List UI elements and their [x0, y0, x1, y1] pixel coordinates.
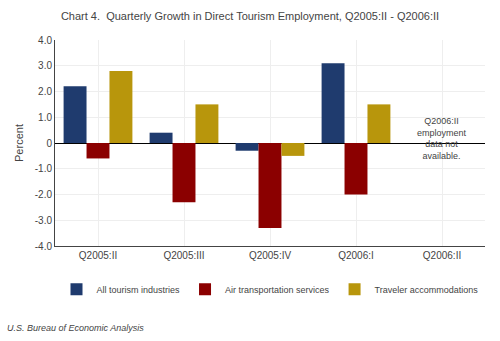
svg-text:-3.0: -3.0 [35, 215, 53, 226]
svg-text:All tourism industries: All tourism industries [97, 285, 181, 295]
svg-text:Traveler accommodations: Traveler accommodations [375, 285, 479, 295]
svg-text:Q2005:IV: Q2005:IV [249, 250, 292, 261]
svg-text:Chart 4. Quarterly Growth in: Chart 4. Quarterly Growth in Direct Tour… [61, 10, 439, 22]
svg-text:-1.0: -1.0 [35, 163, 53, 174]
svg-text:Air transportation services: Air transportation services [225, 285, 330, 295]
svg-text:1.0: 1.0 [38, 112, 52, 123]
svg-text:U.S. Bureau of Economic Analys: U.S. Bureau of Economic Analysis [7, 323, 144, 333]
svg-text:Q2005:III: Q2005:III [163, 250, 204, 261]
svg-text:2.0: 2.0 [38, 86, 52, 97]
svg-text:Q2006:I: Q2006:I [338, 250, 374, 261]
svg-text:Percent: Percent [13, 124, 25, 162]
svg-text:4.0: 4.0 [38, 35, 52, 46]
svg-text:Q2006:II: Q2006:II [423, 250, 461, 261]
svg-text:-4.0: -4.0 [35, 241, 53, 252]
svg-text:3.0: 3.0 [38, 60, 52, 71]
svg-text:Q2005:II: Q2005:II [79, 250, 117, 261]
svg-text:-2.0: -2.0 [35, 189, 53, 200]
svg-text:0: 0 [46, 138, 52, 149]
svg-text:Q2006:IIemploymentdata notavai: Q2006:IIemploymentdata notavailable. [417, 116, 467, 161]
